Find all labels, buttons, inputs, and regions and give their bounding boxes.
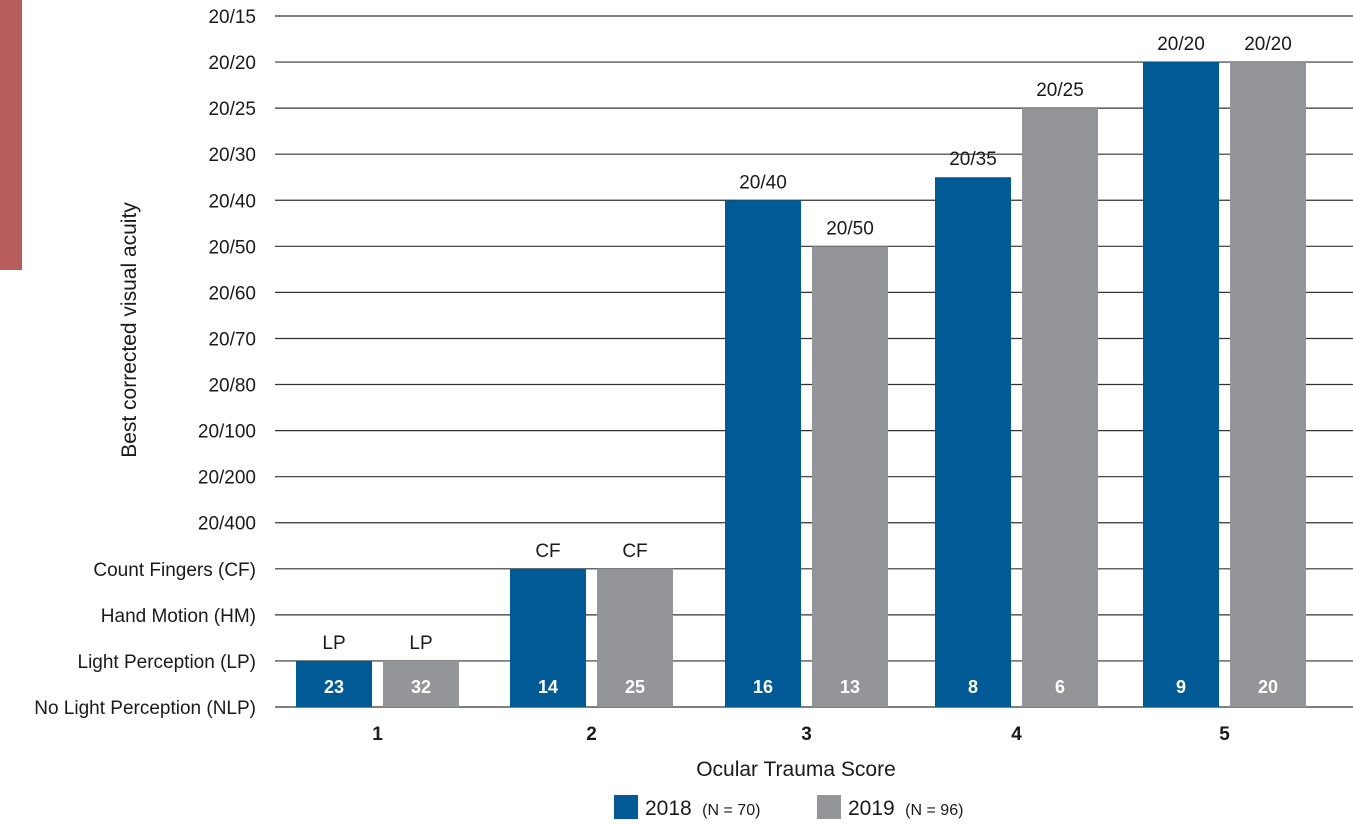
bar-2018-score-3 bbox=[725, 200, 801, 707]
bar-2019-score-3 bbox=[812, 246, 888, 708]
bar-count-label: 8 bbox=[968, 677, 978, 697]
bar-2018-score-2 bbox=[510, 568, 586, 707]
bar-count-label: 16 bbox=[753, 677, 773, 697]
legend-n-2019: (N = 96) bbox=[905, 802, 963, 819]
bar-2018-score-4 bbox=[935, 177, 1011, 707]
x-tick-label: 1 bbox=[372, 724, 383, 745]
legend-swatch-2018 bbox=[614, 795, 638, 819]
x-tick-labels: 1 2 3 4 5 bbox=[372, 724, 1230, 745]
y-tick-label: Hand Motion (HM) bbox=[101, 606, 256, 627]
y-tick-label: 20/100 bbox=[198, 422, 256, 443]
y-tick-label: 20/30 bbox=[208, 145, 256, 166]
bar-top-label: LP bbox=[322, 633, 345, 654]
legend-entry-2019: 2019 (N = 96) bbox=[848, 797, 963, 820]
y-tick-label: 20/80 bbox=[208, 376, 256, 397]
bar-top-label: 20/20 bbox=[1244, 34, 1292, 55]
bar-2018-score-5 bbox=[1143, 62, 1219, 708]
legend-swatch-2019 bbox=[817, 795, 841, 819]
legend-label-2018: 2018 bbox=[645, 797, 692, 820]
legend: 2018 (N = 70) 2019 (N = 96) bbox=[614, 795, 963, 820]
y-axis-title: Best corrected visual acuity bbox=[118, 202, 141, 458]
y-tick-label: 20/40 bbox=[208, 191, 256, 212]
bar-count-label: 20 bbox=[1258, 677, 1278, 697]
legend-n-2018: (N = 70) bbox=[702, 802, 760, 819]
x-tick-label: 2 bbox=[586, 724, 597, 745]
bar-2019-score-2 bbox=[597, 568, 673, 707]
legend-entry-2018: 2018 (N = 70) bbox=[645, 797, 760, 820]
y-tick-label: 20/200 bbox=[198, 468, 256, 489]
bar-count-label: 13 bbox=[840, 677, 860, 697]
x-tick-label: 3 bbox=[801, 724, 812, 745]
bar-2018-score-1 bbox=[296, 660, 372, 707]
bar-count-label: 6 bbox=[1055, 677, 1065, 697]
bar-top-label: 20/20 bbox=[1157, 34, 1205, 55]
bars bbox=[296, 62, 1306, 708]
y-tick-labels: No Light Perception (NLP) Light Perceptio… bbox=[34, 7, 256, 719]
bar-count-label: 32 bbox=[411, 677, 431, 697]
bar-2019-score-1 bbox=[383, 660, 459, 707]
legend-label-2019: 2019 bbox=[848, 797, 895, 820]
accent-strip bbox=[0, 0, 22, 270]
bar-labels: LP 23 CF 14 20/40 16 20/35 8 20/20 9 LP 32 CF 25 20/50… bbox=[322, 34, 1291, 697]
y-tick-label: 20/60 bbox=[208, 283, 256, 304]
bar-top-label: 20/50 bbox=[826, 218, 874, 239]
y-tick-label: 20/20 bbox=[208, 53, 256, 74]
x-tick-label: 4 bbox=[1011, 724, 1022, 745]
y-tick-label: 20/50 bbox=[208, 237, 256, 258]
y-tick-label: Count Fingers (CF) bbox=[93, 560, 256, 581]
x-tick-label: 5 bbox=[1219, 724, 1230, 745]
bar-count-label: 9 bbox=[1176, 677, 1186, 697]
bar-count-label: 14 bbox=[538, 677, 558, 697]
bar-count-label: 23 bbox=[324, 677, 344, 697]
y-tick-label: 20/70 bbox=[208, 329, 256, 350]
bar-top-label: 20/25 bbox=[1036, 80, 1084, 101]
y-tick-label: 20/25 bbox=[208, 99, 256, 120]
y-tick-label: Light Perception (LP) bbox=[78, 652, 257, 673]
bar-top-label: 20/35 bbox=[949, 149, 997, 170]
bar-count-label: 25 bbox=[625, 677, 645, 697]
bar-top-label: LP bbox=[409, 633, 432, 654]
bar-2019-score-5 bbox=[1230, 62, 1306, 708]
y-tick-label: No Light Perception (NLP) bbox=[34, 698, 256, 719]
bar-top-label: 20/40 bbox=[739, 172, 787, 193]
y-tick-label: 20/15 bbox=[208, 7, 256, 28]
y-tick-label: 20/400 bbox=[198, 514, 256, 535]
bar-top-label: CF bbox=[622, 541, 647, 562]
x-axis-title: Ocular Trauma Score bbox=[696, 758, 896, 781]
bar-top-label: CF bbox=[535, 541, 560, 562]
bar-2019-score-4 bbox=[1022, 108, 1098, 708]
